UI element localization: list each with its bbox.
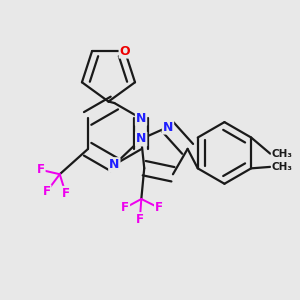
Text: CH₃: CH₃ xyxy=(272,149,293,159)
Text: CH₃: CH₃ xyxy=(272,162,293,172)
Text: F: F xyxy=(43,185,50,198)
Text: N: N xyxy=(163,121,173,134)
Text: N: N xyxy=(136,112,146,125)
Text: F: F xyxy=(121,201,129,214)
Text: F: F xyxy=(136,213,144,226)
Text: F: F xyxy=(61,187,70,200)
Text: F: F xyxy=(37,163,45,176)
Text: N: N xyxy=(136,133,146,146)
Text: F: F xyxy=(155,201,163,214)
Text: N: N xyxy=(109,158,119,171)
Text: O: O xyxy=(120,45,130,58)
